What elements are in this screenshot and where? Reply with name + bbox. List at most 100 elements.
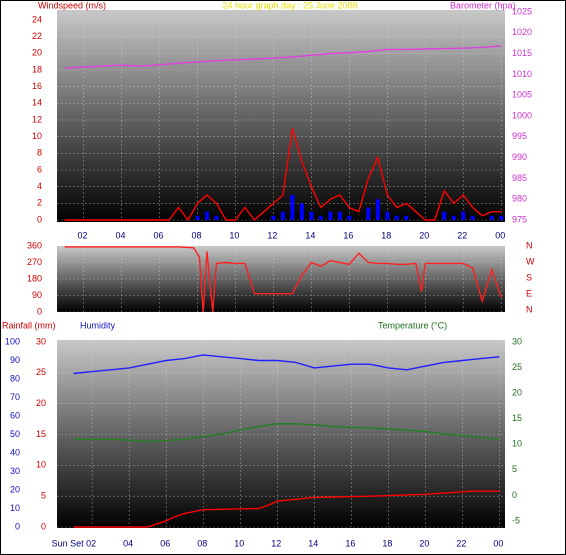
series-line [73,423,500,443]
y2-tick-label: 1000 [512,110,532,120]
y-tick-label: 15 [36,429,46,439]
y2-tick-label: 5 [512,464,517,474]
y-tick-label: 6 [37,164,42,174]
x-tick-label: 00 [495,230,505,240]
bar [461,211,466,220]
y2-tick-label: 990 [512,152,527,162]
bar [195,215,200,220]
bar [271,215,276,220]
y-tick-label: 25 [36,367,46,377]
bar [375,199,380,220]
panel [57,340,505,528]
x-tick-label: 22 [456,538,466,548]
y-tick-label: 12 [32,114,42,124]
x-tick-label: 04 [123,538,133,548]
y3-tick-label: 90 [10,355,20,365]
x-tick-label: 02 [78,230,88,240]
y-tick-label: 20 [36,398,46,408]
y3-tick-label: 100 [5,336,20,346]
x-tick-label: 22 [457,230,467,240]
y2-tick-label: 1005 [512,90,532,100]
axis-title: Barometer (hpa) [450,0,516,10]
series-line [64,128,502,222]
x-tick-label: 14 [308,538,318,548]
bar [318,215,323,220]
y-tick-label: 14 [32,98,42,108]
x-tick-label: 18 [381,230,391,240]
x-tick-label: 08 [191,230,201,240]
y2-tick-label: 985 [512,173,527,183]
bar [366,207,371,220]
y2-tick-label: 10 [512,439,522,449]
y2-tick-label: -5 [512,515,520,525]
y-tick-label: 20 [32,48,42,58]
series-line [64,246,502,313]
axis-title: 24 hour graph day : 25 June 2008 [222,0,357,10]
x-tick-label: 04 [116,230,126,240]
y3-tick-label: 80 [10,373,20,383]
bar [404,215,409,220]
axis-title: Windspeed (m/s) [38,0,106,10]
bar [290,195,295,220]
y-tick-label: 10 [36,460,46,470]
y3-tick-label: 0 [15,521,20,531]
x-tick-label: 12 [271,538,281,548]
axis-title: Rainfall (mm) [2,320,56,330]
bar [204,211,209,220]
y-tick-label: 24 [32,14,42,24]
y2-tick-label: 1020 [512,27,532,37]
series-line [73,490,500,528]
bar [280,211,285,220]
panel [57,10,505,222]
y-tick-label: 0 [37,214,42,224]
y2-tick-label: 995 [512,131,527,141]
y-tick-label: 5 [41,491,46,501]
axis-title: Humidity [80,320,116,330]
y3-tick-label: 20 [10,484,20,494]
x-tick-label: 14 [305,230,315,240]
y-tick-label: 90 [32,290,42,300]
y-tick-label: 4 [37,181,42,191]
x-tick-label: 12 [267,230,277,240]
y2-tick-label: 25 [512,362,522,372]
y2-tick-label: 1025 [512,6,532,16]
y-tick-label: 270 [27,257,42,267]
y2-tick-label: 1010 [512,69,532,79]
y2-tick-label: N [526,240,533,250]
y-tick-label: 0 [37,306,42,316]
bar [328,211,333,220]
y2-tick-label: 15 [512,413,522,423]
x-tick-label: 16 [345,538,355,548]
y2-tick-label: 0 [512,490,517,500]
y-tick-label: 22 [32,31,42,41]
y3-tick-label: 30 [10,466,20,476]
bar [309,211,314,220]
x-tick-label: 06 [160,538,170,548]
x-tick-label: 16 [343,230,353,240]
y-tick-label: 30 [36,336,46,346]
x-tick-label: Sun Set 02 [52,538,97,548]
y2-tick-label: E [526,288,532,298]
y-tick-label: 16 [32,81,42,91]
y3-tick-label: 10 [10,503,20,513]
y-tick-label: 18 [32,64,42,74]
y2-tick-label: 980 [512,194,527,204]
bar [489,215,494,220]
x-tick-label: 20 [419,538,429,548]
y2-tick-label: 30 [512,336,522,346]
series-line [73,354,500,375]
bar [394,215,399,220]
y2-tick-label: 20 [512,388,522,398]
x-tick-label: 06 [153,230,163,240]
x-tick-label: 18 [382,538,392,548]
bar [299,203,304,220]
y-tick-label: 360 [27,240,42,250]
bar [385,211,390,220]
y2-tick-label: W [526,256,535,266]
y-tick-label: 10 [32,131,42,141]
bar [214,215,219,220]
y3-tick-label: 60 [10,410,20,420]
x-tick-label: 20 [419,230,429,240]
y3-tick-label: 70 [10,392,20,402]
